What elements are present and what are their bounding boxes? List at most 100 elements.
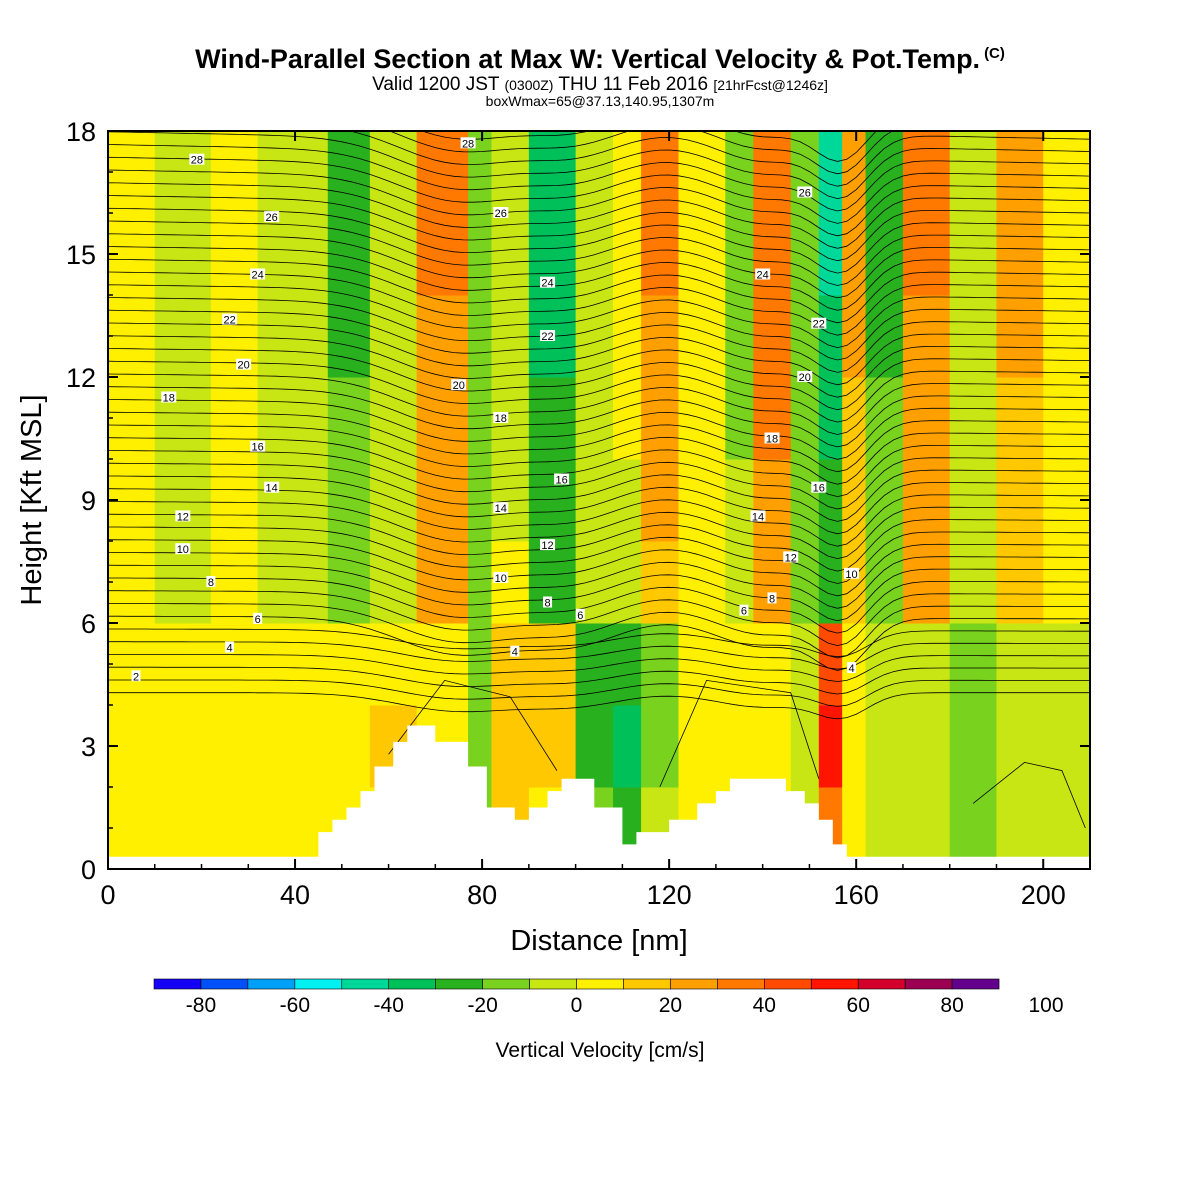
velocity-cell xyxy=(468,541,492,624)
velocity-cell xyxy=(865,213,904,296)
theta-contours xyxy=(108,131,1090,829)
contour-label: 4 xyxy=(510,645,520,659)
colorbar-tick-label: -80 xyxy=(186,994,216,1017)
velocity-cell xyxy=(996,623,1044,706)
velocity-cell xyxy=(210,541,259,624)
contour-label-box xyxy=(811,317,827,329)
contour-label: 20 xyxy=(797,371,813,384)
contour-label-box xyxy=(493,207,509,218)
contour-label-text: 10 xyxy=(495,573,507,585)
velocity-cell xyxy=(949,459,997,542)
contour-label: 14 xyxy=(264,481,280,495)
contour-label-text: 8 xyxy=(769,593,775,605)
contour-label-box xyxy=(131,670,141,682)
contour-label-text: 4 xyxy=(512,647,518,659)
colorbar-tick-label: 20 xyxy=(659,994,682,1017)
velocity-cell xyxy=(369,459,418,542)
velocity-cell xyxy=(210,459,259,542)
contour-label: 22 xyxy=(811,317,827,331)
theta-contour-line xyxy=(108,590,1090,647)
velocity-cell xyxy=(725,377,754,460)
velocity-cell xyxy=(154,541,212,624)
colorbar-tick-label: 100 xyxy=(1028,994,1063,1017)
velocity-cell xyxy=(613,213,642,296)
contour-label: 26 xyxy=(493,207,509,220)
velocity-cell xyxy=(725,295,754,378)
contour-label-box xyxy=(236,358,252,370)
velocity-field xyxy=(108,131,1090,869)
velocity-cell xyxy=(210,213,259,296)
velocity-cell xyxy=(996,295,1044,378)
contour-label-text: 24 xyxy=(541,278,553,290)
theta-contour-line xyxy=(108,348,1090,411)
velocity-cell xyxy=(257,295,329,378)
velocity-cell xyxy=(725,213,754,296)
contour-label-text: 20 xyxy=(453,380,465,392)
velocity-cell xyxy=(416,295,469,378)
velocity-cell xyxy=(996,541,1044,624)
contour-label: 22 xyxy=(540,330,556,343)
theta-contour-line xyxy=(108,615,1090,671)
theta-contour-line xyxy=(108,309,1090,373)
contour-label: 14 xyxy=(750,510,766,523)
velocity-cell xyxy=(678,213,726,296)
theta-contour-line xyxy=(108,666,1090,695)
velocity-cell xyxy=(842,541,867,624)
contour-label: 26 xyxy=(797,186,813,200)
velocity-cell xyxy=(613,295,642,378)
contour-label-text: 18 xyxy=(163,393,175,405)
velocity-cell xyxy=(327,705,371,788)
velocity-cell xyxy=(528,541,577,624)
contour-label-box xyxy=(739,604,749,616)
contour-label: 24 xyxy=(540,276,556,290)
contour-label-box xyxy=(175,510,191,522)
contour-label-box xyxy=(554,473,570,485)
velocity-cell xyxy=(753,131,792,214)
contour-label-text: 14 xyxy=(752,511,764,523)
contour-label: 28 xyxy=(189,153,205,167)
contour-label-text: 12 xyxy=(785,552,797,564)
contour-label: 24 xyxy=(755,268,771,282)
velocity-cell xyxy=(613,377,642,460)
velocity-cell xyxy=(613,705,642,788)
velocity-cell xyxy=(753,705,792,788)
velocity-cell xyxy=(902,131,951,214)
velocity-cell xyxy=(468,377,492,460)
velocity-cell xyxy=(210,705,259,788)
velocity-cell xyxy=(108,377,156,460)
theta-contour-line xyxy=(108,692,1090,720)
contour-label-box xyxy=(540,330,556,341)
contour-label: 6 xyxy=(575,608,585,622)
velocity-cell xyxy=(575,623,614,706)
contour-label-box xyxy=(797,186,813,198)
contour-label-text: 26 xyxy=(266,212,278,224)
colorbar-swatch xyxy=(857,978,906,990)
contour-label: 16 xyxy=(250,440,266,454)
colorbar-swatch xyxy=(717,978,765,990)
velocity-cell xyxy=(154,459,212,542)
valid-z: (0300Z) xyxy=(504,77,554,93)
valid-prefix: Valid 1200 JST xyxy=(372,74,500,95)
velocity-cell xyxy=(842,787,867,869)
colorbar-swatch xyxy=(951,978,1000,990)
contour-label-box xyxy=(493,412,509,423)
velocity-cell xyxy=(641,623,679,706)
velocity-cell xyxy=(1043,131,1090,214)
contour-label-box xyxy=(764,432,780,444)
velocity-cell xyxy=(528,705,577,788)
contour-label-text: 4 xyxy=(227,643,233,655)
velocity-cell xyxy=(753,377,792,460)
contour-label-box xyxy=(510,645,520,657)
theta-contour-line xyxy=(108,246,1090,311)
theta-contour-line xyxy=(108,258,1090,324)
contour-label-box xyxy=(460,137,476,149)
contour-label-box xyxy=(543,596,553,608)
contour-label: 18 xyxy=(493,412,509,425)
contour-label-box xyxy=(175,543,191,555)
theta-contour-line xyxy=(108,271,1090,336)
theta-contour-line xyxy=(108,144,1090,212)
theta-contour-line xyxy=(108,233,1090,299)
velocity-cell xyxy=(468,623,492,706)
velocity-cell xyxy=(108,787,156,869)
contour-label-box xyxy=(225,641,235,653)
